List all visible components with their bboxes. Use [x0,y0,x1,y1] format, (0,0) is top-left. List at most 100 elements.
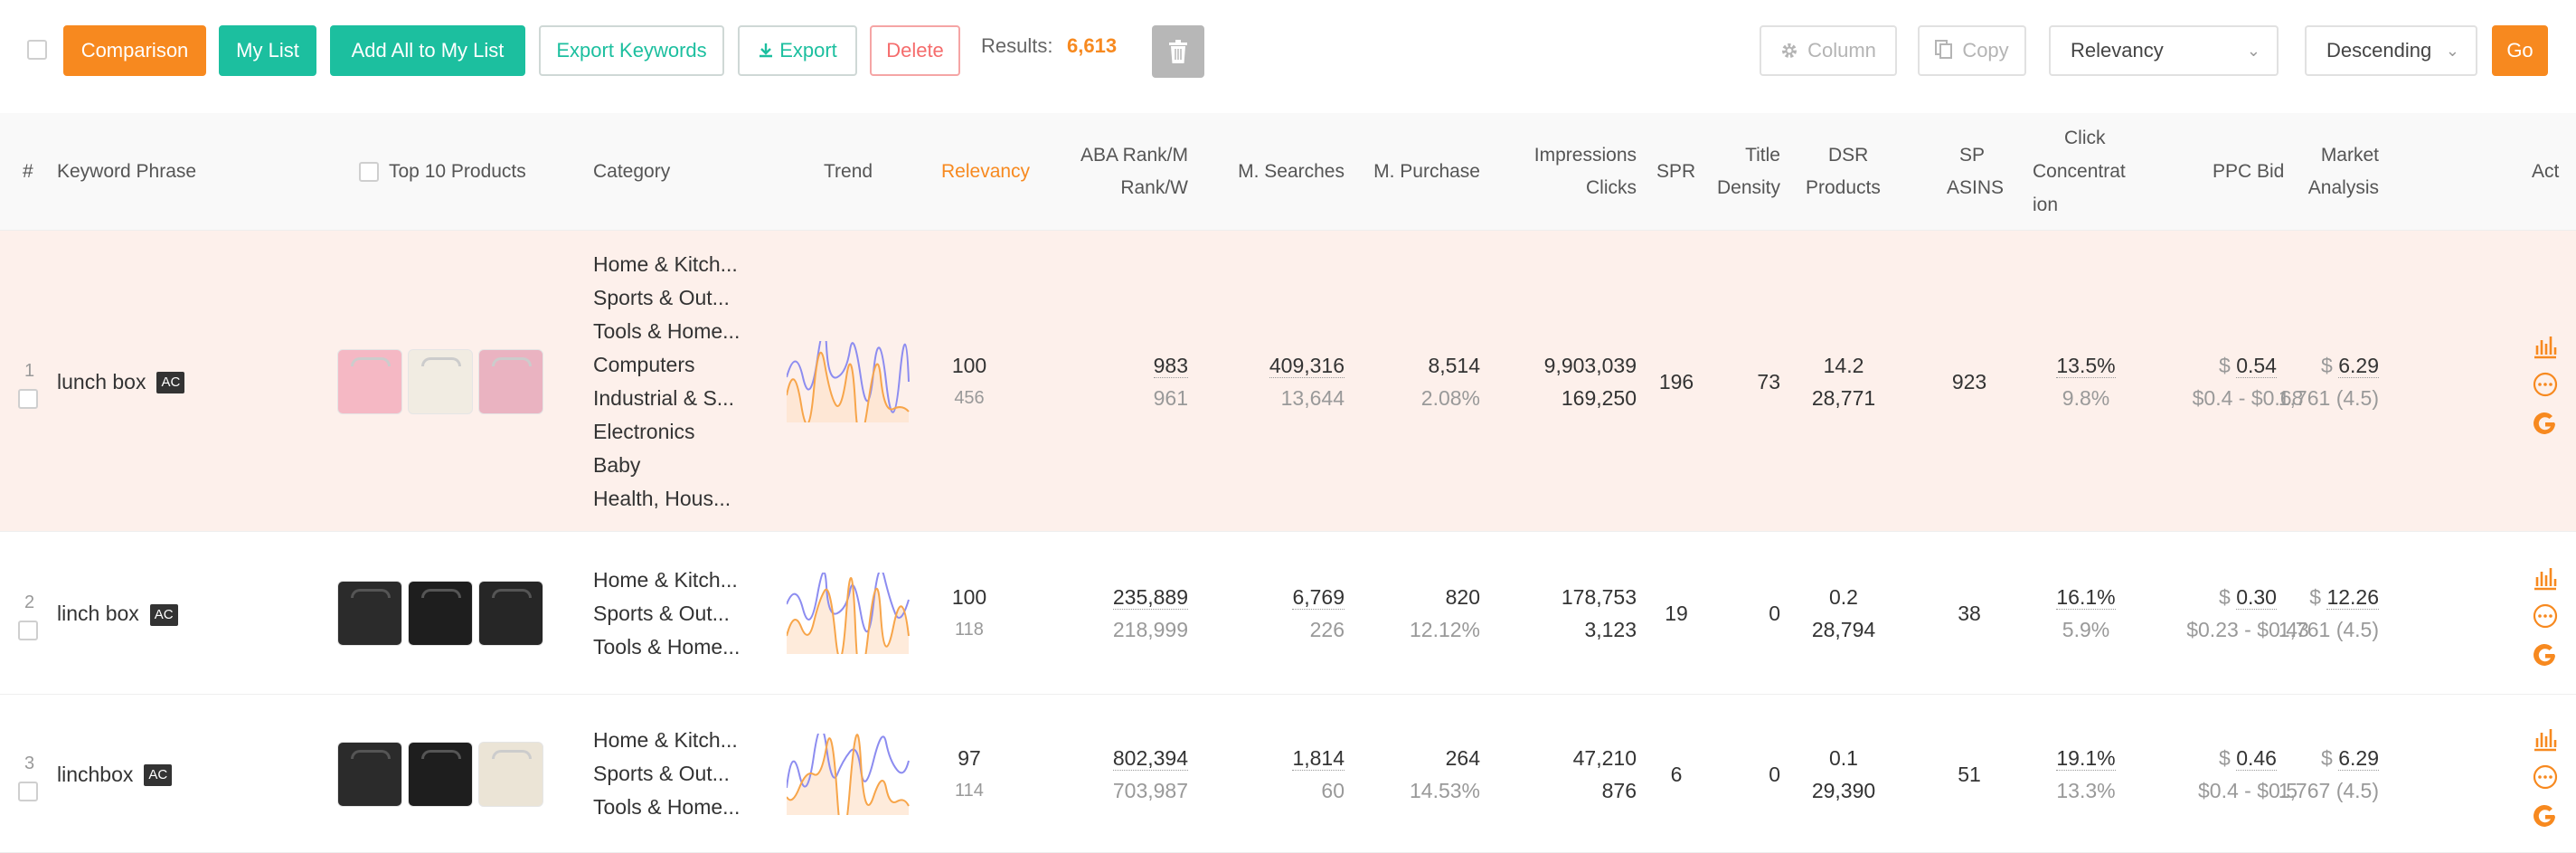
trash-button[interactable] [1152,25,1204,78]
go-button[interactable]: Go [2492,25,2548,76]
row-checkbox[interactable] [18,621,38,640]
monthly-searches-value[interactable]: 6,769 [1292,585,1345,610]
col-analysis[interactable]: Analysis [2307,177,2379,198]
download-icon [760,43,773,58]
product-thumbnail[interactable] [408,348,473,414]
col-market[interactable]: Market [2320,145,2379,166]
my-list-button[interactable]: My List [219,25,316,76]
product-thumbnail[interactable] [337,348,402,414]
google-icon[interactable] [2532,803,2559,830]
bar-chart-icon[interactable] [2532,725,2559,753]
market-analysis-sub: 1,761 (4.5) [2278,618,2379,641]
products-value: 28,794 [1811,618,1876,641]
col-spr[interactable]: SPR [1656,161,1696,182]
col-click-1[interactable]: Click [2064,128,2106,148]
aba-rank-m-value[interactable]: 235,889 [1112,585,1188,610]
category-list: Home & Kitch... Sports & Out... Tools & Ho… [593,248,740,516]
purchase-rate: 2.08% [1420,385,1480,410]
col-impressions[interactable]: Impressions [1533,145,1637,166]
product-thumbnail[interactable] [478,348,543,414]
col-trend: Trend [824,161,873,182]
more-icon[interactable] [2532,371,2559,398]
select-all-checkbox[interactable] [27,40,47,60]
market-currency: $ [2309,585,2322,609]
more-icon[interactable] [2532,602,2559,630]
keyword-text[interactable]: linchbox [57,762,134,786]
clicks-value: 876 [1601,778,1637,802]
product-thumbnail[interactable] [478,581,543,646]
top10-checkbox[interactable] [359,162,379,182]
col-aba-rank-w[interactable]: Rank/W [1120,177,1188,198]
col-aba-rank-m[interactable]: ABA Rank/M [1080,145,1188,166]
row-checkbox[interactable] [18,781,38,801]
sort-field-select[interactable]: Relevancy ⌄ [2049,25,2279,76]
product-thumbnail[interactable] [337,581,402,646]
click-concentration-value[interactable]: 19.1% [2056,745,2116,771]
keyword-text[interactable]: linch box [57,602,139,625]
google-icon[interactable] [2532,642,2559,669]
col-click-2[interactable]: Concentrat [2033,161,2126,182]
click-concentration-value[interactable]: 13.5% [2056,353,2116,378]
market-analysis-value[interactable]: 12.26 [2326,585,2379,610]
keyword-text[interactable]: lunch box [57,369,146,393]
bar-chart-icon[interactable] [2532,564,2559,592]
click-concentration-sub: 9.8% [2062,385,2110,410]
row-checkbox[interactable] [18,388,38,409]
product-thumbnail[interactable] [337,741,402,807]
product-thumbnail[interactable] [478,741,543,807]
col-clicks[interactable]: Clicks [1586,177,1637,198]
ppc-bid-value[interactable]: 0.54 [2236,353,2277,378]
google-icon[interactable] [2532,411,2559,438]
col-ppc-bid[interactable]: PPC Bid [2213,161,2285,182]
market-analysis-sub: 1,767 (4.5) [2278,778,2379,802]
trend-sparkline[interactable] [787,573,910,654]
ppc-bid: $ 0.54 [2157,349,2338,382]
col-relevancy[interactable]: Relevancy [941,161,1031,182]
export-button[interactable]: Export [738,25,857,76]
keyword-phrase[interactable]: linch box AC [57,597,178,630]
col-density[interactable]: Density [1716,177,1780,198]
table-row[interactable]: 3 linchbox AC Home & Kitch... Sports & Out… [0,695,2576,853]
category-list: Home & Kitch... Sports & Out... Tools & Ho… [593,724,740,824]
export-keywords-button[interactable]: Export Keywords [539,25,724,76]
monthly-searches-value[interactable]: 1,814 [1292,745,1345,771]
monthly-searches-value[interactable]: 409,316 [1269,353,1345,378]
ppc-bid-value[interactable]: 0.30 [2236,585,2277,610]
category-item: Tools & Home... [593,795,741,819]
col-monthly-searches[interactable]: M. Searches [1238,161,1345,182]
market-analysis-value[interactable]: 6.29 [2338,745,2379,771]
keyword-phrase[interactable]: linchbox AC [57,758,173,791]
keyword-phrase[interactable]: lunch box AC [57,365,185,398]
add-all-to-my-list-button[interactable]: Add All to My List [330,25,525,76]
column-button[interactable]: Column [1760,25,1897,76]
col-click-3[interactable]: ion [2033,194,2059,215]
col-title[interactable]: Title [1745,145,1780,166]
ac-badge: AC [149,603,178,626]
col-monthly-purchase[interactable]: M. Purchase [1373,161,1480,182]
col-dsr[interactable]: DSR [1828,145,1869,166]
more-icon[interactable] [2532,763,2559,791]
col-products[interactable]: Products [1806,177,1881,198]
trend-sparkline[interactable] [787,733,910,815]
click-concentration-value[interactable]: 16.1% [2056,585,2116,610]
col-sp[interactable]: SP [1959,145,1986,166]
trend-sparkline[interactable] [787,340,910,422]
table-row[interactable]: 1 lunch box AC Home & Kitch... Sports & Ou… [0,231,2576,532]
aba-rank-m-value[interactable]: 802,394 [1112,745,1188,771]
col-asins[interactable]: ASINS [1947,177,2005,198]
ppc-bid-value[interactable]: 0.46 [2236,745,2277,771]
aba-rank-m-value[interactable]: 983 [1153,353,1188,378]
table-row[interactable]: 2 linch box AC Home & Kitch... Sports & Ou… [0,532,2576,695]
comparison-button[interactable]: Comparison [63,25,206,76]
dsr-value: 0.2 [1829,585,1858,609]
sort-order-select[interactable]: Descending ⌄ [2305,25,2477,76]
col-keyword-phrase[interactable]: Keyword Phrase [57,161,197,182]
product-thumbnail[interactable] [408,741,473,807]
trend-area-fill [787,578,909,654]
product-thumbnail[interactable] [408,581,473,646]
delete-button[interactable]: Delete [870,25,960,76]
monthly-searches: 409,316 [1269,349,1345,382]
bar-chart-icon[interactable] [2532,333,2559,360]
market-analysis-value[interactable]: 6.29 [2338,353,2379,378]
copy-button[interactable]: Copy [1918,25,2026,76]
